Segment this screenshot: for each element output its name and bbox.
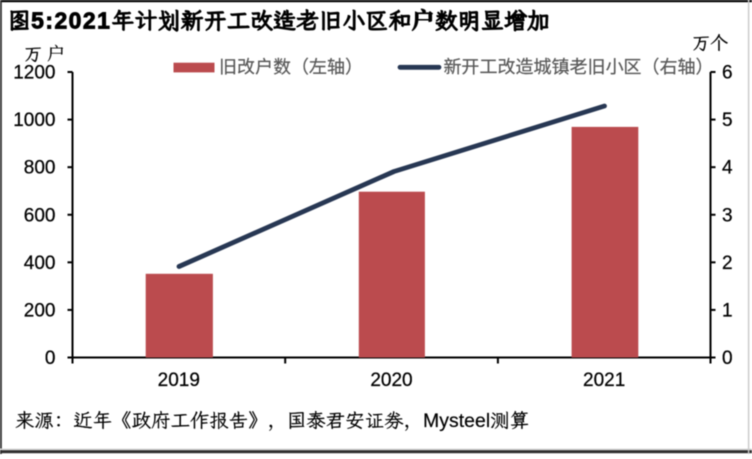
svg-text:4: 4 bbox=[722, 158, 733, 179]
svg-text:2019: 2019 bbox=[158, 370, 200, 391]
svg-text:6: 6 bbox=[722, 63, 733, 84]
svg-text:1: 1 bbox=[722, 300, 733, 321]
svg-text:2: 2 bbox=[722, 253, 733, 274]
svg-text:1000: 1000 bbox=[13, 110, 55, 131]
svg-text:2021: 2021 bbox=[583, 370, 625, 391]
svg-text:1200: 1200 bbox=[13, 63, 55, 84]
svg-text:0: 0 bbox=[722, 348, 733, 369]
svg-text:800: 800 bbox=[24, 158, 56, 179]
svg-text:0: 0 bbox=[45, 348, 56, 369]
svg-text:400: 400 bbox=[24, 253, 56, 274]
svg-text:200: 200 bbox=[24, 300, 56, 321]
svg-text:600: 600 bbox=[24, 205, 56, 226]
svg-text:来源：近年《政府工作报告》，国泰君安证券，Mysteel测算: 来源：近年《政府工作报告》，国泰君安证券，Mysteel测算 bbox=[15, 410, 529, 432]
svg-text:5: 5 bbox=[722, 110, 733, 131]
svg-text:图5:2021年计划新开工改造老旧小区和户数明显增加: 图5:2021年计划新开工改造老旧小区和户数明显增加 bbox=[8, 7, 550, 33]
svg-text:3: 3 bbox=[722, 205, 733, 226]
svg-text:万个: 万个 bbox=[692, 33, 728, 53]
svg-text:新开工改造城镇老旧小区（右轴）: 新开工改造城镇老旧小区（右轴） bbox=[444, 57, 714, 77]
svg-text:万 户: 万 户 bbox=[24, 44, 65, 64]
svg-text:2020: 2020 bbox=[370, 370, 412, 391]
svg-text:旧改户数（左轴）: 旧改户数（左轴） bbox=[219, 57, 363, 77]
